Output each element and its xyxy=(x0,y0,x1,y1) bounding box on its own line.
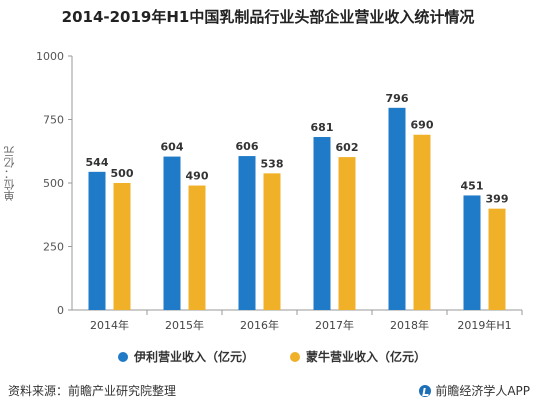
y-tick-label: 1000 xyxy=(36,50,64,63)
bar-series2 xyxy=(188,185,206,310)
x-tick-label: 2016年 xyxy=(240,318,279,332)
data-label-series1: 606 xyxy=(236,140,259,153)
bar-series1 xyxy=(88,171,106,310)
data-label-series1: 451 xyxy=(461,179,484,192)
legend-item-series2: 蒙牛营业收入（亿元） xyxy=(290,348,426,365)
bar-series2 xyxy=(263,173,281,310)
data-label-series2: 538 xyxy=(261,157,284,170)
bar-chart: 025050075010005445002014年6044902015年6065… xyxy=(36,50,523,332)
y-tick-label: 750 xyxy=(43,114,64,127)
x-tick-label: 2018年 xyxy=(390,318,429,332)
x-tick-label: 2015年 xyxy=(165,318,204,332)
bar-series2 xyxy=(488,208,506,310)
x-tick-label: 2014年 xyxy=(90,318,129,332)
data-label-series1: 681 xyxy=(311,121,334,134)
bar-series1 xyxy=(313,137,331,310)
x-tick-label: 2019年H1 xyxy=(457,318,511,332)
brand: 前瞻经济学人APP xyxy=(419,382,530,399)
y-tick-label: 250 xyxy=(43,241,64,254)
footer: 资料来源：前瞻产业研究院整理 前瞻经济学人APP xyxy=(0,374,536,410)
legend-label-series1: 伊利营业收入（亿元） xyxy=(134,350,255,364)
y-tick-label: 0 xyxy=(57,304,64,317)
data-label-series1: 796 xyxy=(386,92,409,105)
bar-series1 xyxy=(388,107,406,310)
data-label-series2: 602 xyxy=(336,141,359,154)
y-tick-label: 500 xyxy=(43,177,64,190)
x-tick-label: 2017年 xyxy=(315,318,354,332)
chart-title: 2014-2019年H1中国乳制品行业头部企业营业收入统计情况 xyxy=(61,8,475,26)
bar-series2 xyxy=(338,157,356,310)
legend: 伊利营业收入（亿元） 蒙牛营业收入（亿元） xyxy=(0,348,536,366)
legend-label-series2: 蒙牛营业收入（亿元） xyxy=(306,350,427,364)
brand-label: 前瞻经济学人APP xyxy=(435,384,530,398)
brand-logo-icon xyxy=(419,384,432,397)
bar-series2 xyxy=(113,183,131,310)
bar-series1 xyxy=(238,156,256,310)
legend-item-series1: 伊利营业收入（亿元） xyxy=(118,348,254,365)
data-label-series1: 604 xyxy=(161,141,184,154)
legend-dot-series1 xyxy=(118,351,128,362)
source-note: 资料来源：前瞻产业研究院整理 xyxy=(8,384,177,398)
data-label-series1: 544 xyxy=(86,156,109,169)
data-label-series2: 690 xyxy=(411,119,434,132)
data-label-series2: 490 xyxy=(186,170,209,183)
data-label-series2: 399 xyxy=(486,193,509,206)
bar-series1 xyxy=(163,156,181,310)
bar-series2 xyxy=(413,134,431,310)
bar-series1 xyxy=(463,195,481,310)
legend-dot-series2 xyxy=(290,351,300,362)
data-label-series2: 500 xyxy=(111,167,134,180)
